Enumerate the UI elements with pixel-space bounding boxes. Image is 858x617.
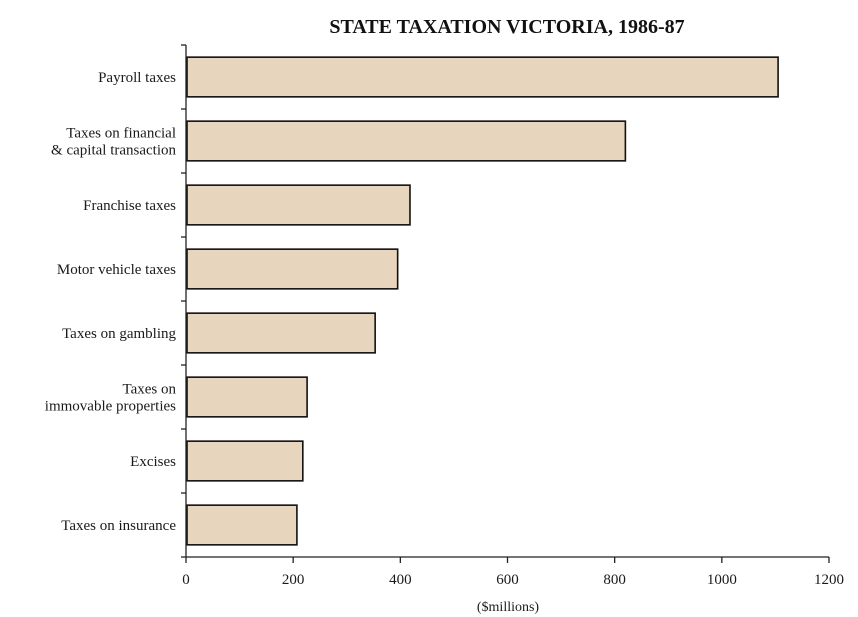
x-ticks: 0 200 400 600 800 1000 1200 xyxy=(182,557,844,588)
bar xyxy=(186,184,411,226)
category-label: Taxes on financial xyxy=(66,126,176,142)
bar xyxy=(186,56,779,98)
x-tick-label: 600 xyxy=(496,572,519,588)
x-tick-label: 1200 xyxy=(814,572,844,588)
category-label: Taxes on gambling xyxy=(62,326,176,342)
x-tick-label: 0 xyxy=(182,572,190,588)
bar xyxy=(186,248,399,290)
category-label: Taxes on xyxy=(122,382,176,398)
category-label: Payroll taxes xyxy=(98,70,176,86)
category-label: & capital transaction xyxy=(51,143,176,159)
bars-group xyxy=(186,56,779,546)
bar xyxy=(186,312,376,354)
category-label: immovable properties xyxy=(45,399,176,415)
bar xyxy=(186,504,298,546)
x-tick-label: 400 xyxy=(389,572,412,588)
category-label: Franchise taxes xyxy=(83,198,176,214)
category-label: Taxes on insurance xyxy=(61,518,176,534)
x-tick-label: 800 xyxy=(603,572,626,588)
category-label: Motor vehicle taxes xyxy=(57,262,176,278)
chart-title: STATE TAXATION VICTORIA, 1986-87 xyxy=(329,16,684,38)
bar xyxy=(186,376,308,418)
bar xyxy=(186,440,304,482)
bar xyxy=(186,120,627,162)
x-tick-label: 200 xyxy=(282,572,305,588)
x-axis-label: ($millions) xyxy=(477,600,540,615)
category-labels: Payroll taxes Taxes on financial& capital… xyxy=(45,70,177,534)
category-label: Excises xyxy=(130,454,176,470)
x-tick-label: 1000 xyxy=(707,572,737,588)
